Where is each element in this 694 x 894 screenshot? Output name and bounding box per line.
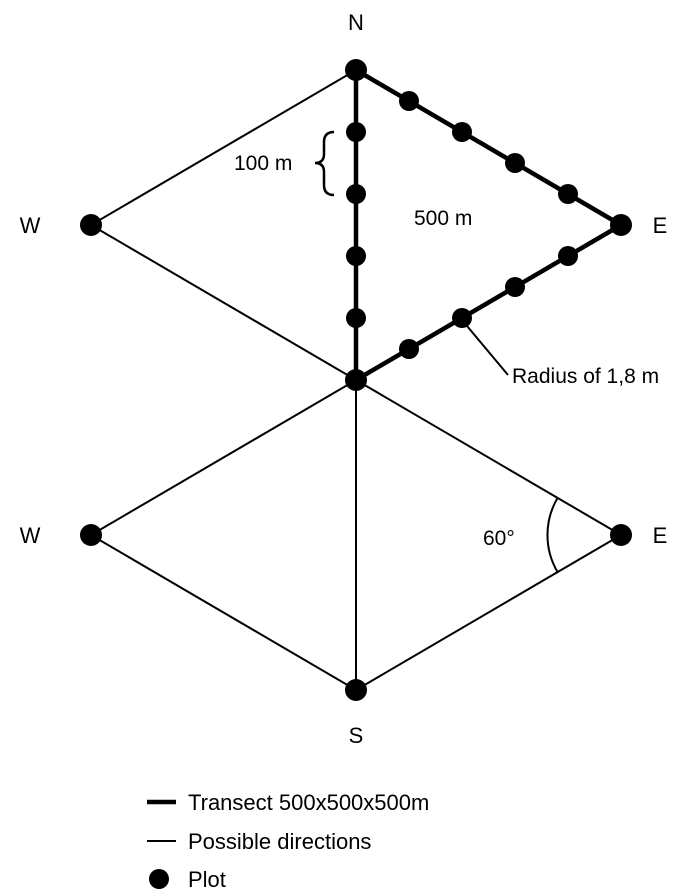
vertex-west-lower	[80, 524, 102, 546]
plot-point-return-side-1	[558, 246, 578, 266]
vertex-points	[80, 59, 632, 701]
plot-point-north-side-2	[346, 184, 366, 204]
label-south: S	[349, 723, 364, 748]
plot-point-return-side-2	[505, 277, 525, 297]
plot-point-return-side-4	[399, 339, 419, 359]
direction-line-south-east	[355, 534, 622, 691]
transect-lines	[353, 67, 624, 383]
plot-point-north-side-4	[346, 308, 366, 328]
vertex-west-upper	[80, 214, 102, 236]
plot-spacing-label: 100 m	[234, 152, 292, 175]
plot-point-return-side-3	[452, 308, 472, 328]
possible-directions-lines	[90, 69, 622, 691]
legend-transect-label: Transect 500x500x500m	[188, 790, 429, 815]
vertex-south	[345, 679, 367, 701]
plot-point-east-side-2	[452, 122, 472, 142]
label-east-lower: E	[653, 523, 668, 548]
label-north: N	[348, 10, 364, 35]
spacing-brace	[314, 130, 335, 197]
legend: Transect 500x500x500m Possible direction…	[147, 790, 429, 892]
plot-point-east-side-4	[558, 184, 578, 204]
direction-line-center-west-lower	[90, 379, 357, 536]
transect-side-label: 500 m	[414, 207, 472, 230]
direction-line-west-center	[90, 224, 357, 381]
angle-label: 60°	[483, 527, 515, 550]
legend-plot-swatch	[149, 869, 169, 889]
legend-plot-label: Plot	[188, 867, 226, 892]
plot-point-east-side-1	[399, 91, 419, 111]
radius-pointer-line	[461, 319, 509, 376]
label-west-upper: W	[20, 213, 41, 238]
plot-point-north-side-3	[346, 246, 366, 266]
vertex-center	[345, 369, 367, 391]
transect-line-east-center	[353, 222, 624, 383]
plot-points	[346, 91, 578, 359]
direction-line-north-west	[90, 69, 357, 226]
vertex-east-upper	[610, 214, 632, 236]
plot-radius-label: Radius of 1,8 m	[512, 365, 659, 388]
label-west-lower: W	[20, 523, 41, 548]
vertex-east-lower	[610, 524, 632, 546]
vertex-north	[345, 59, 367, 81]
direction-line-west-south	[90, 534, 357, 691]
direction-line-east-center	[355, 379, 622, 536]
plot-point-north-side-1	[346, 122, 366, 142]
legend-directions-label: Possible directions	[188, 829, 371, 854]
transect-line-north-east	[353, 67, 624, 228]
angle-arc	[546, 497, 559, 573]
plot-point-east-side-3	[505, 153, 525, 173]
label-east-upper: E	[653, 213, 668, 238]
